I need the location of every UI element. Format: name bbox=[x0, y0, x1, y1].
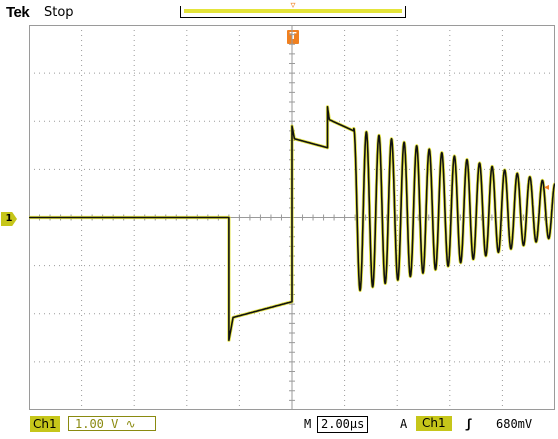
top-status-bar: Tek Stop ▿ bbox=[0, 0, 558, 26]
channel-scale-readout[interactable]: 1.00 V ∿ bbox=[68, 416, 156, 431]
waveform-line bbox=[29, 106, 556, 341]
rising-slope-icon: ʃ bbox=[465, 417, 473, 431]
bottom-readout-bar: Ch1 1.00 V ∿ M 2.00µs A Ch1 ʃ 680mV bbox=[0, 414, 558, 439]
time-per-div-readout[interactable]: 2.00µs bbox=[317, 416, 369, 433]
record-window-indicator bbox=[184, 9, 402, 13]
ac-coupling-icon: ∿ bbox=[125, 417, 136, 431]
trigger-position-marker[interactable]: T bbox=[287, 30, 299, 44]
record-length-bar bbox=[180, 6, 406, 18]
brand-logo: Tek bbox=[6, 4, 30, 21]
trigger-arrow-icon: ▿ bbox=[290, 0, 296, 11]
scope-display bbox=[28, 24, 557, 411]
trigger-mode-label: A bbox=[400, 417, 408, 431]
channel-label[interactable]: Ch1 bbox=[30, 416, 60, 432]
acquisition-state: Stop bbox=[44, 5, 74, 20]
trigger-source-readout[interactable]: Ch1 bbox=[416, 416, 452, 431]
ch1-ground-marker[interactable]: 1 bbox=[1, 212, 17, 226]
graticule-grid bbox=[28, 24, 556, 411]
waveform-trace bbox=[29, 105, 557, 342]
trigger-level-marker[interactable]: ◂ bbox=[544, 182, 550, 193]
trigger-level-readout[interactable]: 680mV bbox=[496, 417, 533, 431]
waveform-graticule bbox=[28, 24, 557, 411]
volts-per-div: 1.00 V bbox=[75, 417, 119, 431]
main-timebase-label: M bbox=[304, 417, 312, 431]
